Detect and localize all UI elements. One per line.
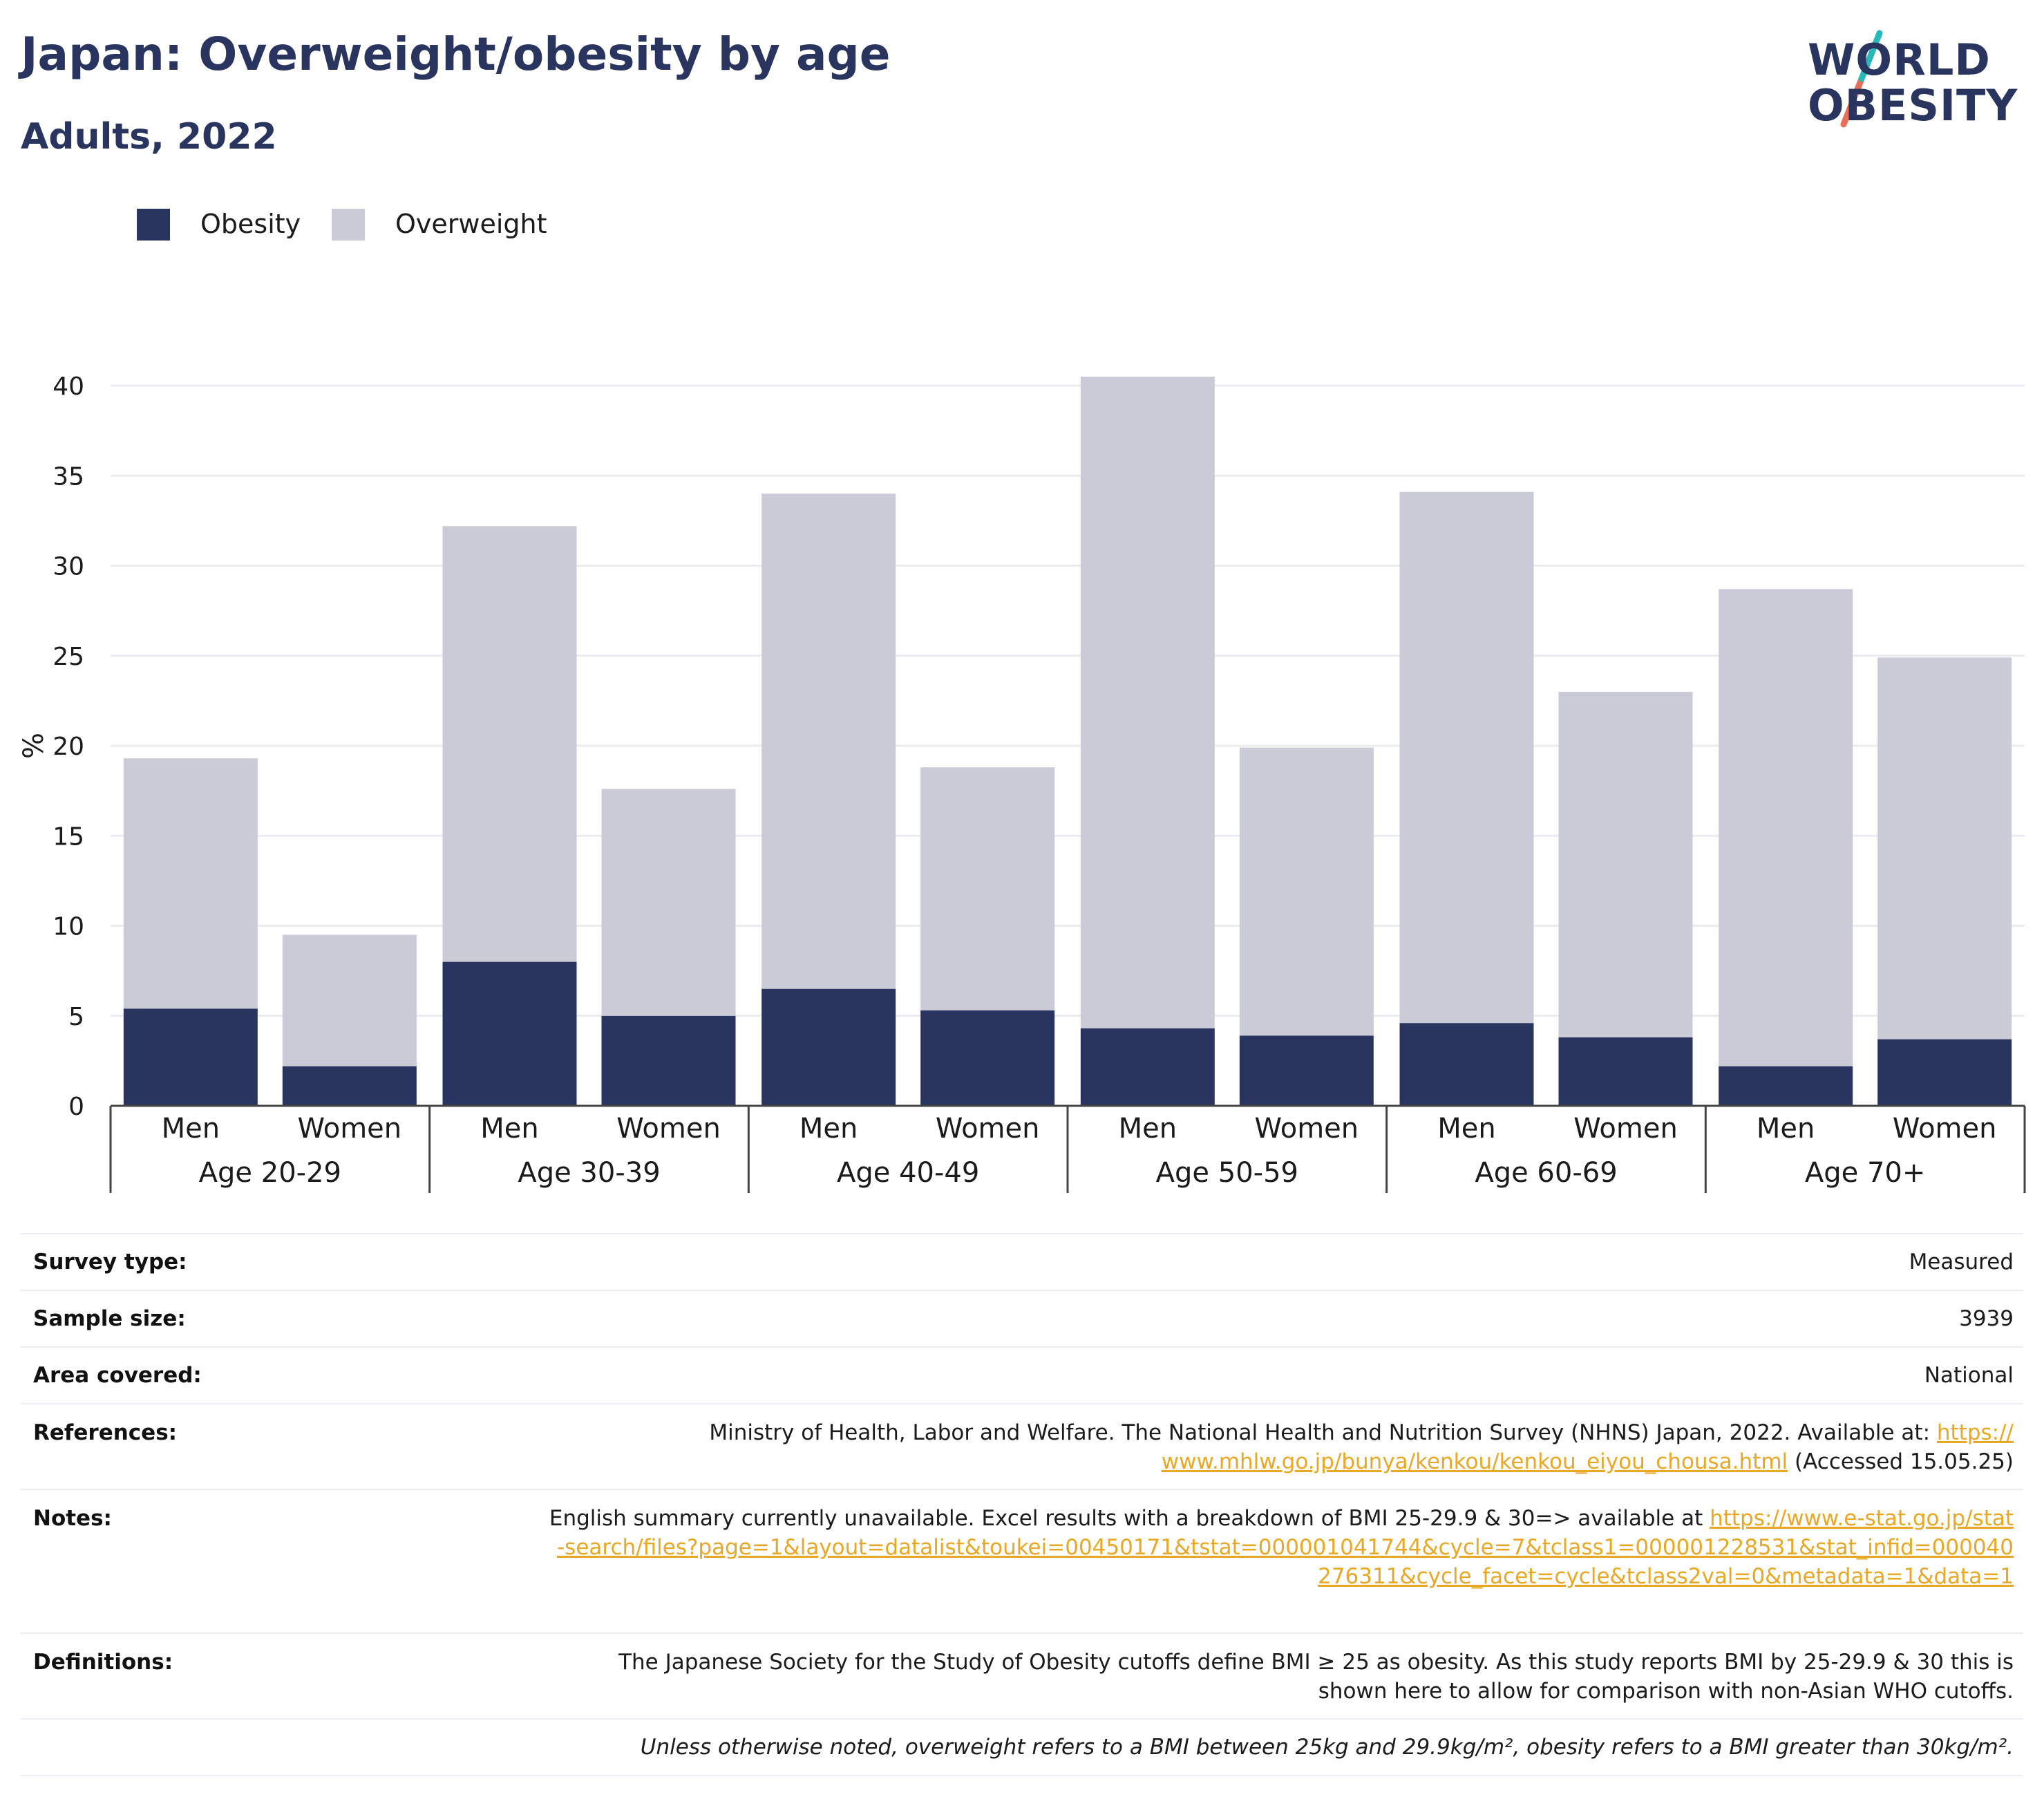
legend-swatch-overweight <box>332 209 365 241</box>
x-group-label: Age 40-49 <box>837 1157 979 1189</box>
stacked-bar-chart: 0 5 10 15 20 25 30 35 40% Men Women Age 20-29 Men Wom… <box>18 373 2026 1193</box>
detail-label: Notes: <box>33 1506 112 1531</box>
detail-row-notes: Notes: English summary currently unavail… <box>21 1489 2023 1632</box>
bar-overweight-age-70--men <box>1719 589 1853 1066</box>
bar-obesity-age-70--women <box>1877 1039 2012 1106</box>
world-obesity-slash-icon <box>1840 30 1883 128</box>
detail-label: Survey type: <box>33 1250 187 1274</box>
y-tick-label: 0 <box>68 1093 84 1121</box>
x-tick-label: Women <box>1573 1113 1678 1145</box>
bar-overweight-age-60-69-women <box>1558 691 1693 1038</box>
references-accessed: (Accessed 15.05.25) <box>1788 1449 2014 1474</box>
detail-row-sample-size: Sample size: 3939 <box>21 1290 2023 1346</box>
bar-obesity-age-20-29-men <box>123 1008 258 1106</box>
y-tick-label: 25 <box>53 643 84 671</box>
y-tick-label: 40 <box>53 373 84 401</box>
x-group-label: Age 60-69 <box>1475 1157 1617 1189</box>
y-tick-label: 10 <box>53 913 84 941</box>
world-obesity-logo: WORLD OBESITY <box>1783 21 2032 145</box>
bar-obesity-age-20-29-women <box>282 1066 417 1106</box>
detail-value: Measured <box>1909 1250 2014 1274</box>
definitions-footnote: Unless otherwise noted, overweight refer… <box>640 1735 2014 1760</box>
detail-value: Ministry of Health, Labor and Welfare. T… <box>701 1418 2023 1489</box>
bar-obesity-age-40-49-women <box>920 1010 1055 1106</box>
bar-overweight-age-20-29-women <box>282 934 417 1066</box>
bar-obesity-age-50-59-men <box>1080 1028 1215 1106</box>
x-tick-label: Men <box>1437 1113 1495 1145</box>
bar-overweight-age-30-39-women <box>601 789 736 1016</box>
y-tick-label: 30 <box>53 553 84 581</box>
x-tick-label: Women <box>298 1113 402 1145</box>
detail-label: Definitions: <box>33 1650 173 1675</box>
detail-row-definitions: Definitions: The Japanese Society for th… <box>21 1632 2023 1718</box>
x-tick-label: Women <box>616 1113 721 1145</box>
legend-label-overweight: Overweight <box>395 209 547 239</box>
bar-overweight-age-40-49-men <box>761 493 896 989</box>
bar-obesity-age-60-69-women <box>1558 1037 1693 1106</box>
bar-overweight-age-70--women <box>1877 657 2012 1039</box>
detail-value: National <box>1924 1363 2014 1388</box>
x-tick-label: Men <box>162 1113 220 1145</box>
x-tick-label: Men <box>480 1113 538 1145</box>
survey-details-table: Survey type: Measured Sample size: 3939 … <box>21 1233 2023 1776</box>
legend-swatch-obesity <box>137 209 170 241</box>
y-tick-label: 15 <box>53 822 84 851</box>
detail-row-area-covered: Area covered: National <box>21 1346 2023 1403</box>
y-tick-label: 35 <box>53 462 84 491</box>
y-tick-label: 5 <box>68 1003 84 1031</box>
detail-value: 3939 <box>1959 1306 2014 1331</box>
references-text: Ministry of Health, Labor and Welfare. T… <box>709 1420 1931 1445</box>
x-tick-label: Women <box>936 1113 1040 1145</box>
notes-link[interactable]: https://www.e-stat.go.jp/stat-search/fil… <box>557 1506 2014 1589</box>
detail-label: Area covered: <box>33 1363 202 1388</box>
detail-value: English summary currently unavailable. E… <box>549 1504 2023 1632</box>
bar-overweight-age-50-59-men <box>1080 376 1215 1028</box>
y-tick-label: 20 <box>53 733 84 761</box>
bar-obesity-age-30-39-women <box>601 1015 736 1106</box>
logo-text-world: WORLD <box>1808 35 1991 85</box>
x-tick-label: Men <box>799 1113 858 1145</box>
x-group-label: Age 70+ <box>1805 1157 1926 1189</box>
legend-label-obesity: Obesity <box>200 209 301 239</box>
bar-obesity-age-70--men <box>1719 1066 1853 1106</box>
x-group-label: Age 30-39 <box>518 1157 660 1189</box>
y-axis-title: % <box>18 733 50 759</box>
notes-text: English summary currently unavailable. E… <box>549 1506 1710 1531</box>
x-tick-label: Women <box>1255 1113 1359 1145</box>
bar-overweight-age-50-59-women <box>1239 747 1374 1036</box>
logo-text-obesity: OBESITY <box>1808 80 2018 131</box>
x-group-label: Age 50-59 <box>1156 1157 1298 1189</box>
bar-overweight-age-60-69-men <box>1399 491 1534 1024</box>
bar-overweight-age-40-49-women <box>920 767 1055 1010</box>
detail-row-survey-type: Survey type: Measured <box>21 1233 2023 1290</box>
x-group-label: Age 20-29 <box>199 1157 341 1189</box>
detail-row-references: References: Ministry of Health, Labor an… <box>21 1403 2023 1489</box>
definitions-footnote-row: Unless otherwise noted, overweight refer… <box>21 1718 2023 1776</box>
bar-overweight-age-20-29-men <box>123 758 258 1009</box>
x-tick-label: Men <box>1757 1113 1815 1145</box>
chart-subtitle: Adults, 2022 <box>21 116 277 158</box>
detail-label: References: <box>33 1420 178 1445</box>
detail-label: Sample size: <box>33 1306 186 1331</box>
detail-value: The Japanese Society for the Study of Ob… <box>618 1650 2014 1704</box>
bar-overweight-age-30-39-men <box>442 526 577 962</box>
chart-title: Japan: Overweight/obesity by age <box>21 28 891 81</box>
bar-obesity-age-40-49-men <box>761 988 896 1106</box>
x-tick-label: Women <box>1893 1113 1997 1145</box>
bar-obesity-age-50-59-women <box>1239 1035 1374 1106</box>
bar-obesity-age-30-39-men <box>442 961 577 1106</box>
x-tick-label: Men <box>1119 1113 1177 1145</box>
bar-obesity-age-60-69-men <box>1399 1023 1534 1106</box>
references-link[interactable]: https://www.mhlw.go.jp/bunya/kenkou/kenk… <box>1161 1420 2014 1474</box>
